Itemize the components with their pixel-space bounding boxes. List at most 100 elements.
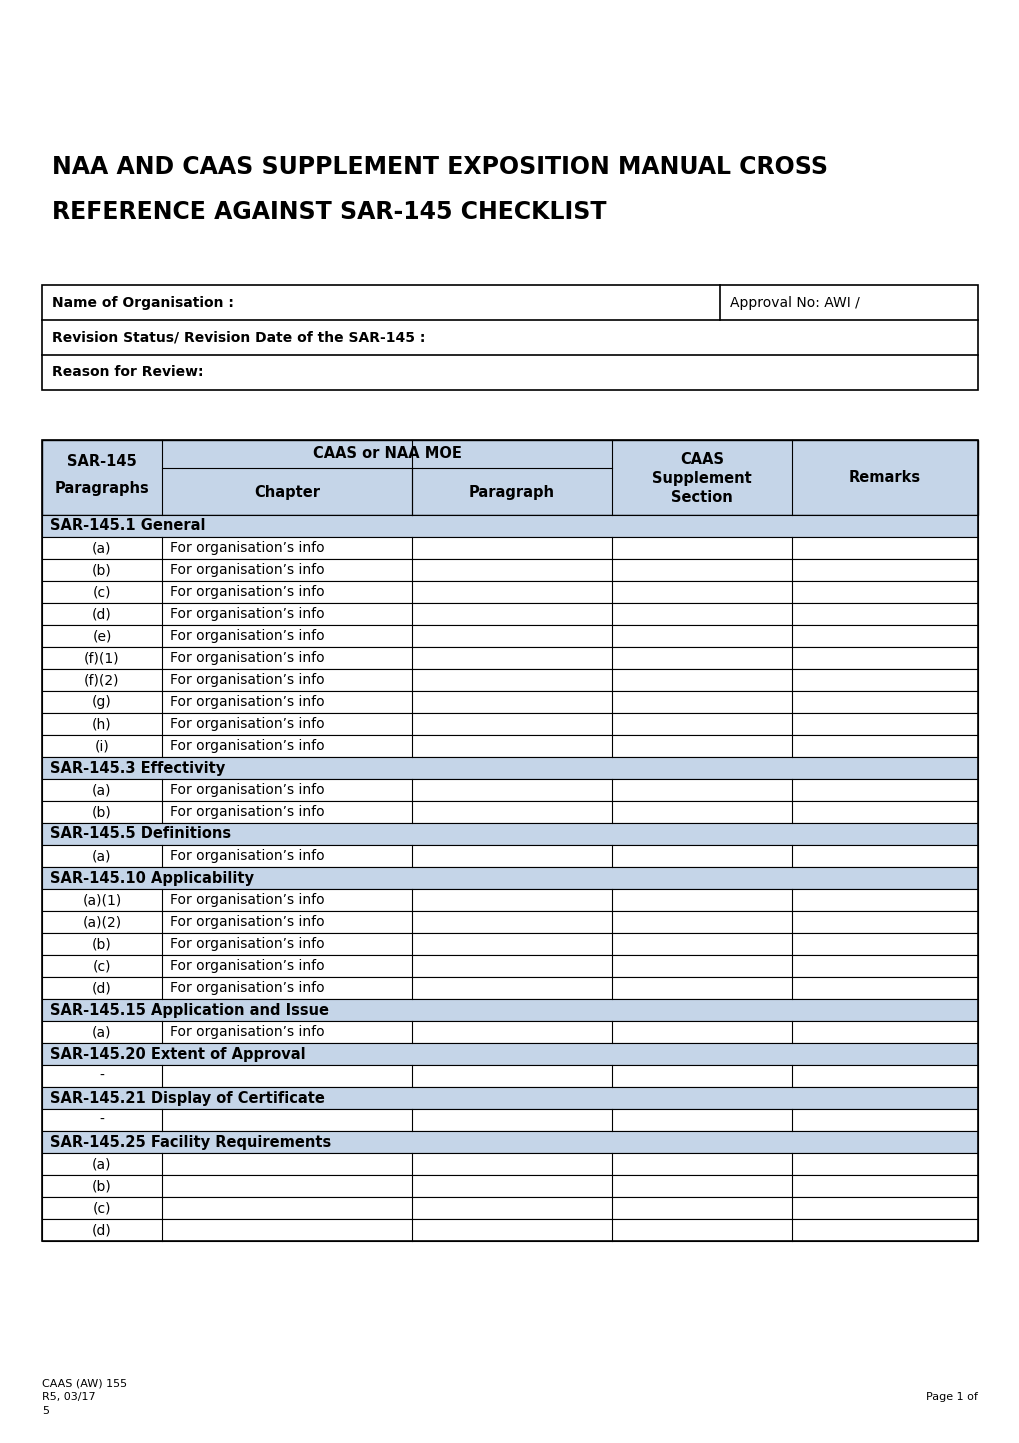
Text: SAR-145.21 Display of Certificate: SAR-145.21 Display of Certificate (50, 1091, 325, 1105)
Bar (42, 625, 977, 646)
Bar (42, 1198, 977, 1219)
Bar (42, 734, 977, 758)
Text: Revision Status/ Revision Date of the SAR-145 :: Revision Status/ Revision Date of the SA… (52, 330, 425, 345)
Text: CAAS or NAA MOE: CAAS or NAA MOE (312, 446, 461, 462)
Bar (42, 758, 977, 779)
Text: (a)(1): (a)(1) (83, 893, 121, 908)
Text: -: - (100, 1069, 104, 1084)
Text: (b): (b) (92, 805, 112, 820)
Text: For organisation’s info: For organisation’s info (170, 960, 324, 973)
Text: (d): (d) (92, 608, 112, 620)
Text: (a): (a) (92, 1025, 112, 1039)
Bar (42, 1022, 977, 1043)
Bar (42, 779, 977, 801)
Text: 5: 5 (42, 1405, 49, 1416)
Text: Chapter: Chapter (254, 485, 320, 499)
Text: For organisation’s info: For organisation’s info (170, 937, 324, 951)
Text: SAR-145.20 Extent of Approval: SAR-145.20 Extent of Approval (50, 1046, 306, 1062)
Bar (42, 1087, 977, 1110)
Text: (a): (a) (92, 1157, 112, 1172)
Text: (d): (d) (92, 981, 112, 996)
Text: For organisation’s info: For organisation’s info (170, 608, 324, 620)
Text: For organisation’s info: For organisation’s info (170, 563, 324, 577)
Bar (42, 440, 977, 515)
Text: (a): (a) (92, 784, 112, 797)
Bar (42, 823, 977, 846)
Text: Page 1 of: Page 1 of (925, 1392, 977, 1403)
Text: (d): (d) (92, 1224, 112, 1237)
Bar (42, 1175, 977, 1198)
Text: For organisation’s info: For organisation’s info (170, 784, 324, 797)
Text: CAAS (AW) 155: CAAS (AW) 155 (42, 1378, 127, 1388)
Bar (42, 515, 977, 537)
Bar (42, 440, 977, 1241)
Bar (42, 934, 977, 955)
Text: CAAS: CAAS (680, 453, 723, 468)
Text: For organisation’s info: For organisation’s info (170, 893, 324, 908)
Text: NAA AND CAAS SUPPLEMENT EXPOSITION MANUAL CROSS: NAA AND CAAS SUPPLEMENT EXPOSITION MANUA… (52, 154, 827, 179)
Text: For organisation’s info: For organisation’s info (170, 584, 324, 599)
Text: (h): (h) (92, 717, 112, 732)
Text: (b): (b) (92, 563, 112, 577)
Bar (42, 286, 977, 390)
Text: (f)(2): (f)(2) (85, 672, 119, 687)
Text: (i): (i) (95, 739, 109, 753)
Text: (b): (b) (92, 937, 112, 951)
Text: (g): (g) (92, 696, 112, 709)
Bar (42, 889, 977, 911)
Bar (42, 558, 977, 582)
Text: For organisation’s info: For organisation’s info (170, 629, 324, 644)
Bar (42, 603, 977, 625)
Text: (a): (a) (92, 848, 112, 863)
Text: REFERENCE AGAINST SAR-145 CHECKLIST: REFERENCE AGAINST SAR-145 CHECKLIST (52, 201, 606, 224)
Text: Section: Section (671, 489, 733, 505)
Text: For organisation’s info: For organisation’s info (170, 717, 324, 732)
Text: SAR-145.10 Applicability: SAR-145.10 Applicability (50, 870, 254, 886)
Bar (42, 801, 977, 823)
Text: SAR-145.15 Application and Issue: SAR-145.15 Application and Issue (50, 1003, 329, 1017)
Text: For organisation’s info: For organisation’s info (170, 739, 324, 753)
Bar (42, 1219, 977, 1241)
Text: For organisation’s info: For organisation’s info (170, 696, 324, 709)
Text: (a): (a) (92, 541, 112, 556)
Text: (b): (b) (92, 1179, 112, 1193)
Text: SAR-145.5 Definitions: SAR-145.5 Definitions (50, 827, 231, 841)
Bar (42, 955, 977, 977)
Text: Approval No: AWI /: Approval No: AWI / (730, 296, 859, 309)
Text: For organisation’s info: For organisation’s info (170, 981, 324, 996)
Text: R5, 03/17: R5, 03/17 (42, 1392, 96, 1403)
Text: Name of Organisation :: Name of Organisation : (52, 296, 233, 309)
Bar (42, 999, 977, 1022)
Text: For organisation’s info: For organisation’s info (170, 915, 324, 929)
Bar (42, 1065, 977, 1087)
Text: (f)(1): (f)(1) (85, 651, 119, 665)
Text: SAR-145.3 Effectivity: SAR-145.3 Effectivity (50, 760, 225, 775)
Text: (c): (c) (93, 584, 111, 599)
Bar (42, 1110, 977, 1131)
Bar (42, 977, 977, 999)
Bar (42, 691, 977, 713)
Bar (42, 846, 977, 867)
Bar (42, 1131, 977, 1153)
Text: (c): (c) (93, 960, 111, 973)
Bar (42, 646, 977, 670)
Bar (42, 582, 977, 603)
Text: SAR-145.1 General: SAR-145.1 General (50, 518, 205, 534)
Text: (c): (c) (93, 1201, 111, 1215)
Bar (42, 1153, 977, 1175)
Text: For organisation’s info: For organisation’s info (170, 651, 324, 665)
Text: For organisation’s info: For organisation’s info (170, 805, 324, 820)
Bar (42, 670, 977, 691)
Text: For organisation’s info: For organisation’s info (170, 672, 324, 687)
Bar (42, 911, 977, 934)
Text: (e): (e) (93, 629, 111, 644)
Text: For organisation’s info: For organisation’s info (170, 848, 324, 863)
Text: Reason for Review:: Reason for Review: (52, 365, 204, 380)
Text: Supplement: Supplement (651, 470, 751, 485)
Text: Paragraph: Paragraph (469, 485, 554, 499)
Text: SAR-145.25 Facility Requirements: SAR-145.25 Facility Requirements (50, 1134, 331, 1150)
Text: Remarks: Remarks (848, 469, 920, 485)
Bar (42, 537, 977, 558)
Bar (42, 440, 977, 515)
Bar (42, 1043, 977, 1065)
